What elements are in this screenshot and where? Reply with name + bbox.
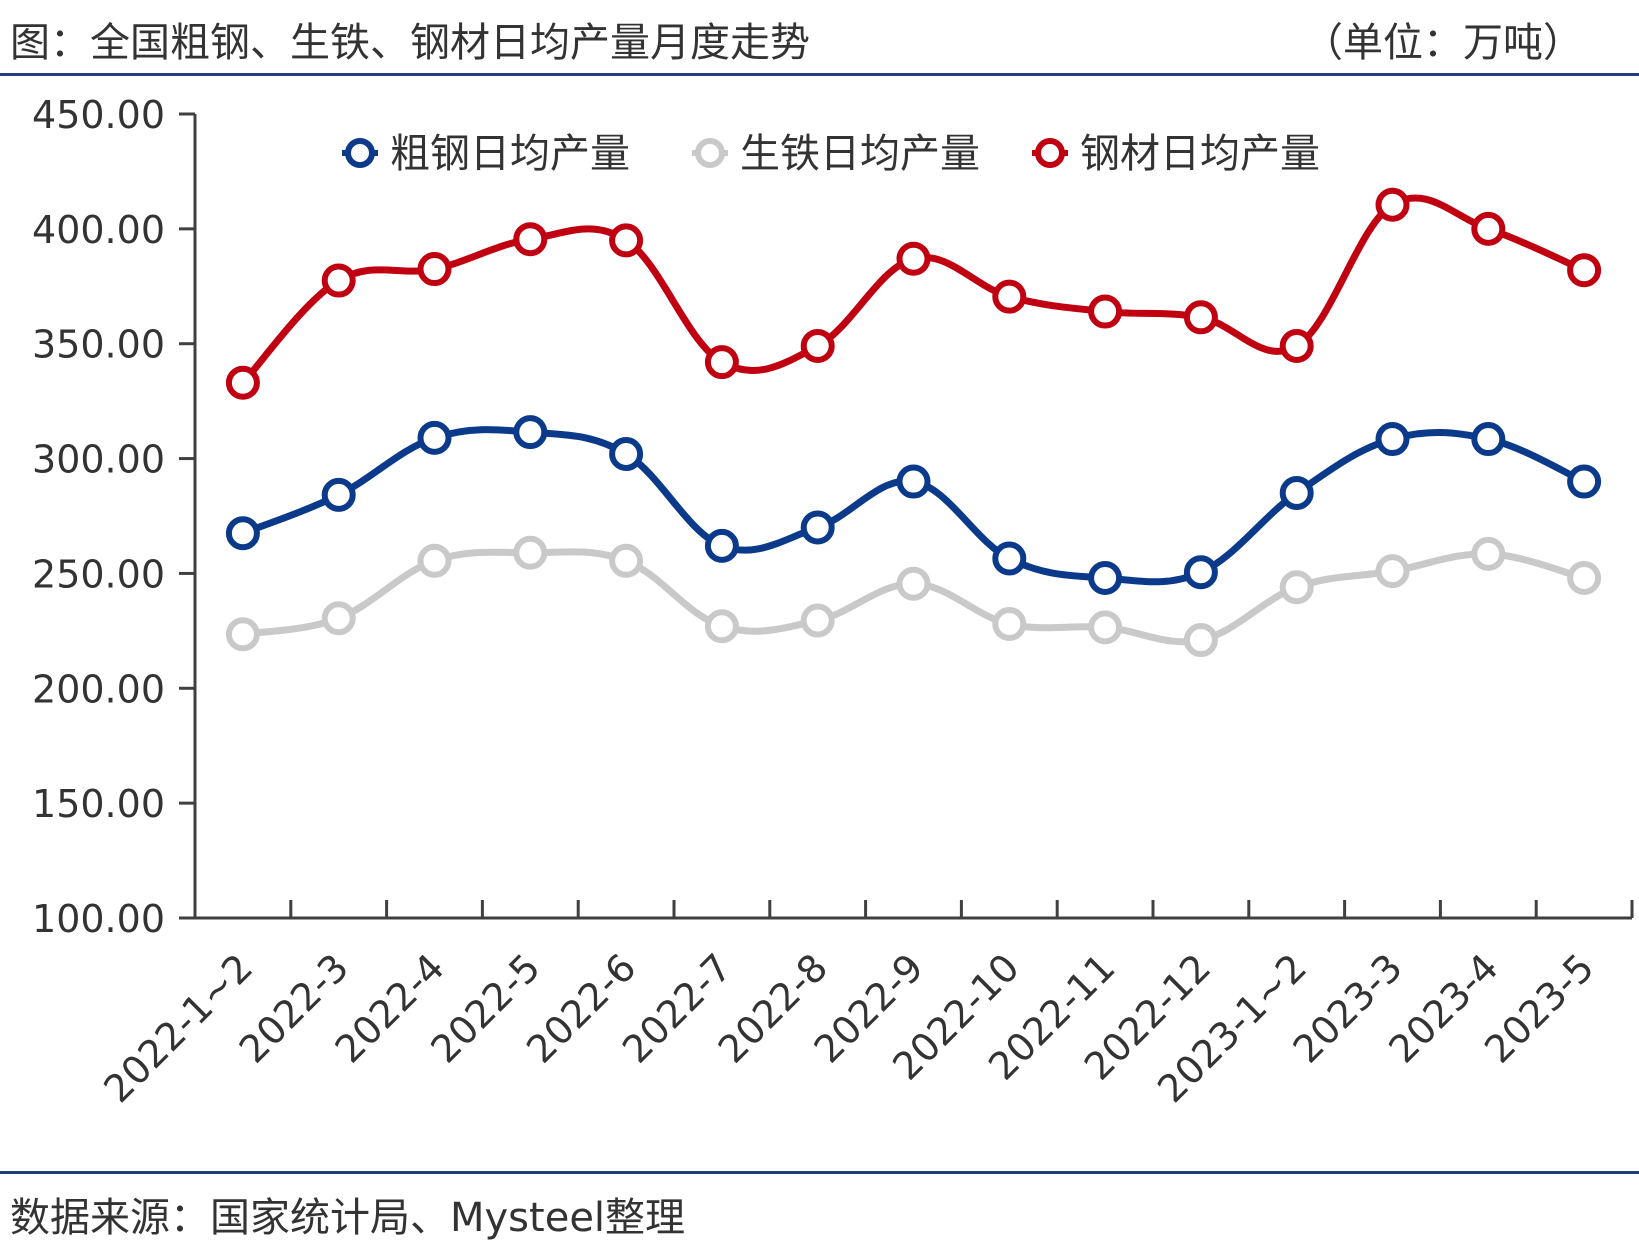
source-note: 数据来源：国家统计局、Mysteel整理 [10, 1195, 686, 1241]
line-chart: 100.00 150.00 200.00 250.00 300.00 350.00 400.… [32, 93, 1634, 1111]
data-point [1279, 476, 1314, 511]
y-tick-label: 350.00 [32, 323, 165, 367]
legend-swatch-marker [345, 138, 375, 168]
data-point [704, 345, 739, 380]
data-point [800, 510, 835, 545]
series-line [239, 194, 1588, 387]
data-point [896, 241, 931, 276]
y-tick-label: 200.00 [32, 667, 165, 711]
data-point [609, 543, 644, 578]
data-point [513, 535, 548, 570]
data-point [609, 223, 644, 258]
data-point [1567, 464, 1602, 499]
header-divider [0, 73, 1639, 76]
data-point [704, 528, 739, 563]
data-point [417, 252, 452, 287]
data-point [321, 477, 356, 512]
data-point [513, 415, 548, 450]
data-point [1375, 422, 1410, 457]
data-point [225, 617, 260, 652]
data-point [1183, 555, 1218, 590]
data-point [1088, 294, 1123, 329]
data-point [225, 516, 260, 551]
data-point [1279, 570, 1314, 605]
y-tick-label: 100.00 [32, 897, 165, 941]
data-point [225, 365, 260, 400]
data-point [513, 222, 548, 257]
data-point [1183, 300, 1218, 335]
data-point [417, 543, 452, 578]
data-point [896, 464, 931, 499]
legend-label: 生铁日均产量 [740, 131, 980, 177]
data-point [1279, 329, 1314, 364]
data-point [1088, 610, 1123, 645]
data-point [800, 603, 835, 638]
legend-swatch-marker [1035, 138, 1065, 168]
data-point [992, 606, 1027, 641]
unit-label: （单位：万吨） [1303, 20, 1583, 66]
chart-header: 图：全国粗钢、生铁、钢材日均产量月度走势 （单位：万吨） [0, 0, 1639, 74]
data-point [992, 279, 1027, 314]
data-point [1567, 253, 1602, 288]
y-tick-label: 250.00 [32, 552, 165, 596]
data-point [1088, 561, 1123, 596]
y-tick-label: 400.00 [32, 208, 165, 252]
legend-swatch-marker [695, 138, 725, 168]
y-tick-label: 300.00 [32, 438, 165, 482]
data-point [1183, 623, 1218, 658]
y-tick-label: 150.00 [32, 782, 165, 826]
data-point [609, 436, 644, 471]
x-tick-label: 2023-5 [1476, 945, 1602, 1071]
legend-label: 钢材日均产量 [1080, 131, 1320, 177]
data-point [800, 329, 835, 364]
data-point [704, 609, 739, 644]
data-point [896, 566, 931, 601]
data-point [1471, 211, 1506, 246]
data-point [417, 420, 452, 455]
chart-title: 图：全国粗钢、生铁、钢材日均产量月度走势 [10, 20, 810, 66]
y-tick-label: 450.00 [32, 93, 165, 137]
data-point [1471, 536, 1506, 571]
data-point [992, 541, 1027, 576]
data-point [321, 601, 356, 636]
data-point [1567, 561, 1602, 596]
data-point [321, 263, 356, 298]
x-tick-label: 2022-1~2 [95, 945, 261, 1111]
data-point [1375, 187, 1410, 222]
footer-divider [0, 1171, 1639, 1174]
data-point [1375, 554, 1410, 589]
legend-label: 粗钢日均产量 [390, 131, 630, 177]
data-point [1471, 422, 1506, 457]
